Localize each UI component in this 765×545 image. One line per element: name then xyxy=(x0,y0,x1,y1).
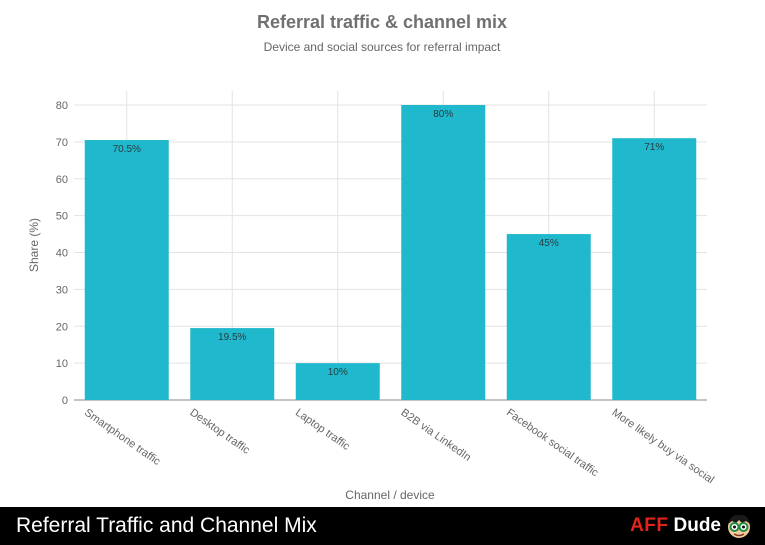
mascot-icon xyxy=(728,514,750,538)
bar xyxy=(612,138,697,400)
x-axis: Smartphone traffic Desktop traffic Laptop … xyxy=(82,407,716,487)
bar xyxy=(401,105,486,400)
x-tick-label: Smartphone traffic xyxy=(82,407,163,469)
data-label: 45% xyxy=(539,238,559,249)
brand-dude: Dude xyxy=(673,515,722,536)
y-tick-label: 30 xyxy=(56,284,68,296)
y-tick-label: 70 xyxy=(56,137,68,149)
footer-bar: Referral Traffic and Channel Mix AFF Dud… xyxy=(0,507,765,545)
y-tick-label: 10 xyxy=(56,358,68,370)
brand-logo: AFF Dude xyxy=(630,512,753,540)
bar xyxy=(506,234,591,400)
data-label: 80% xyxy=(433,109,453,120)
data-label: 19.5% xyxy=(218,332,246,343)
x-tick-label: Laptop traffic xyxy=(293,407,352,453)
data-labels: 70.5% 19.5% 10% 80% 45% 71% xyxy=(113,109,665,378)
grid xyxy=(74,91,707,401)
brand-aff: AFF xyxy=(630,515,669,536)
data-label: 10% xyxy=(328,367,348,378)
y-tick-label: 80 xyxy=(56,100,68,112)
bars xyxy=(84,105,697,400)
chart-subtitle: Device and social sources for referral i… xyxy=(264,40,501,54)
footer-caption: Referral Traffic and Channel Mix xyxy=(16,514,317,537)
y-axis-title: Share (%) xyxy=(27,218,41,272)
x-tick-label: B2B via LinkedIn xyxy=(399,407,474,464)
y-tick-label: 60 xyxy=(56,174,68,186)
chart-area: Referral traffic & channel mix Device an… xyxy=(27,12,716,502)
x-tick-label: Facebook social traffic xyxy=(504,407,601,480)
data-label: 71% xyxy=(644,142,664,153)
y-axis: 0 10 20 30 40 50 60 70 80 xyxy=(56,100,68,407)
bar xyxy=(295,363,380,400)
bar-chart: Referral traffic & channel mix Device an… xyxy=(27,12,716,502)
data-label: 70.5% xyxy=(113,144,141,155)
x-axis-title: Channel / device xyxy=(345,488,435,502)
chart-title: Referral traffic & channel mix xyxy=(257,12,507,32)
x-tick-label: Desktop traffic xyxy=(188,407,253,457)
x-tick-label: More likely buy via social xyxy=(610,407,717,487)
y-tick-label: 50 xyxy=(56,211,68,223)
bar xyxy=(84,140,169,400)
y-tick-label: 40 xyxy=(56,248,68,260)
bar xyxy=(190,328,275,400)
y-tick-label: 20 xyxy=(56,321,68,333)
y-tick-label: 0 xyxy=(62,395,68,407)
